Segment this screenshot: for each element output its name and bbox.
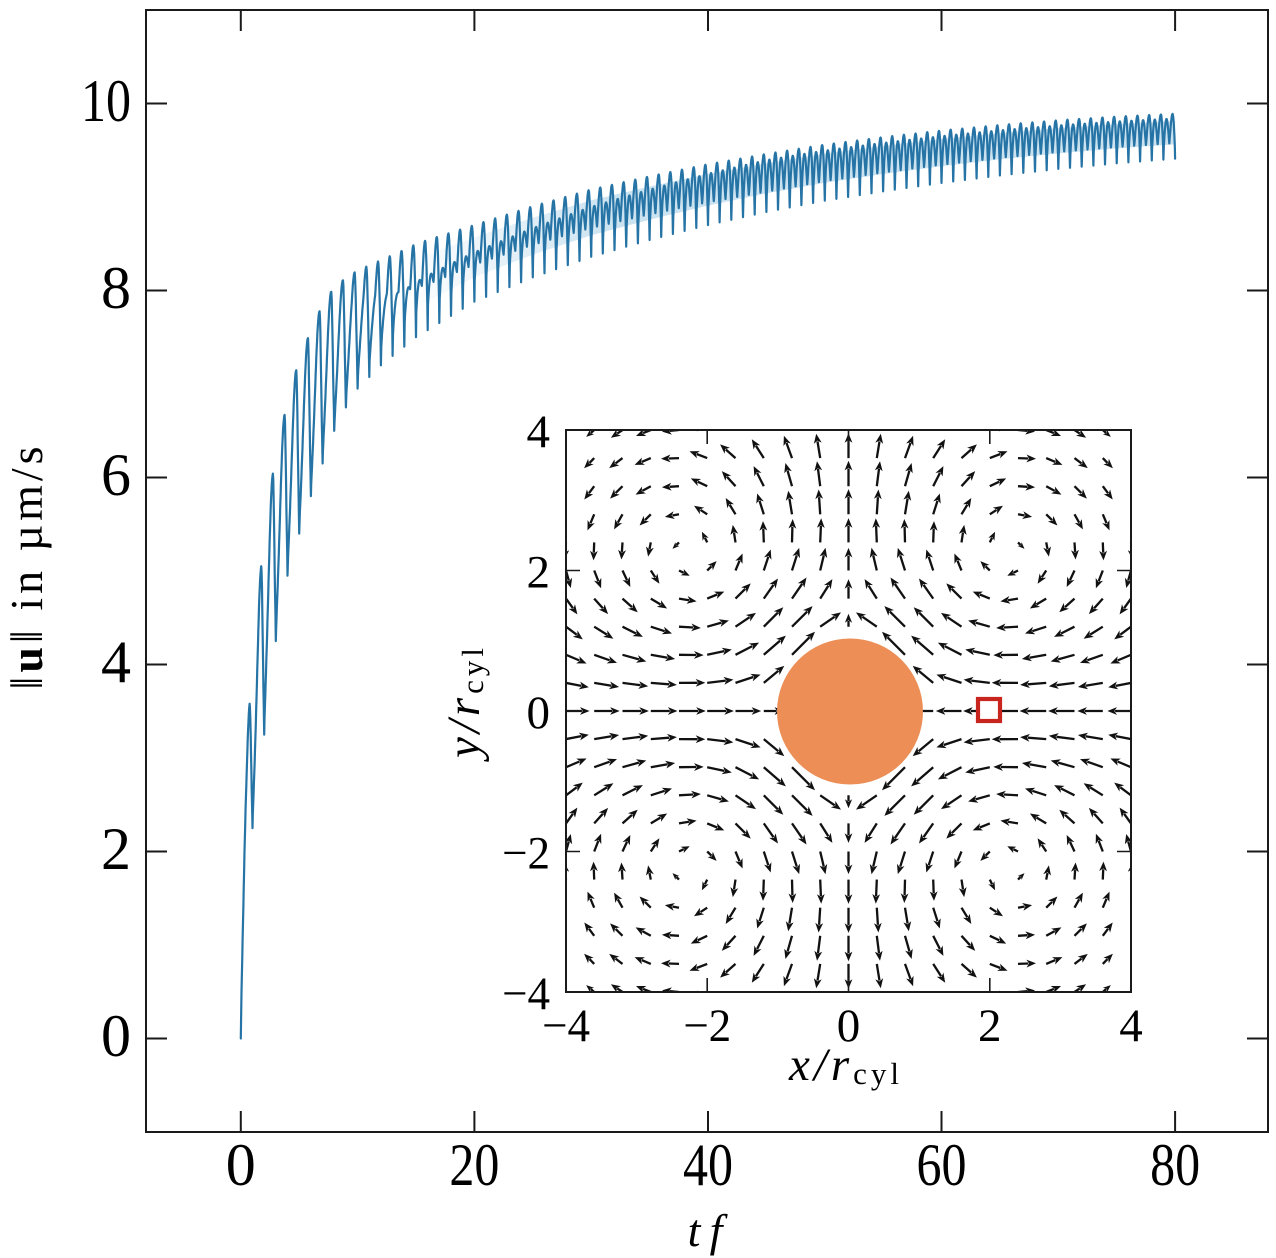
svg-text:−2: −2 <box>683 1000 731 1052</box>
svg-text:2: 2 <box>101 816 131 882</box>
svg-text:x/rcyl: x/rcyl <box>788 1039 903 1091</box>
svg-text:4: 4 <box>1119 1000 1143 1052</box>
svg-text:60: 60 <box>917 1132 967 1198</box>
svg-text:6: 6 <box>101 442 131 508</box>
svg-text:0: 0 <box>226 1132 256 1198</box>
svg-text:0: 0 <box>101 1003 131 1069</box>
svg-text:y/rcyl: y/rcyl <box>438 644 490 762</box>
svg-text:0: 0 <box>527 687 551 739</box>
svg-text:‖u‖ in µm/s: ‖u‖ in µm/s <box>1 442 52 689</box>
svg-text:20: 20 <box>449 1132 499 1198</box>
svg-text:2: 2 <box>527 547 551 599</box>
svg-text:2: 2 <box>978 1000 1002 1052</box>
svg-text:10: 10 <box>81 68 131 134</box>
svg-text:40: 40 <box>683 1132 733 1198</box>
svg-text:−4: −4 <box>502 968 550 1020</box>
svg-text:4: 4 <box>101 629 131 695</box>
svg-text:8: 8 <box>101 255 131 321</box>
svg-text:−4: −4 <box>542 1000 590 1052</box>
svg-text:4: 4 <box>527 406 551 458</box>
svg-text:80: 80 <box>1150 1132 1200 1198</box>
svg-text:t f: t f <box>688 1205 729 1256</box>
svg-text:−2: −2 <box>502 828 550 880</box>
svg-text:0: 0 <box>837 1000 861 1052</box>
